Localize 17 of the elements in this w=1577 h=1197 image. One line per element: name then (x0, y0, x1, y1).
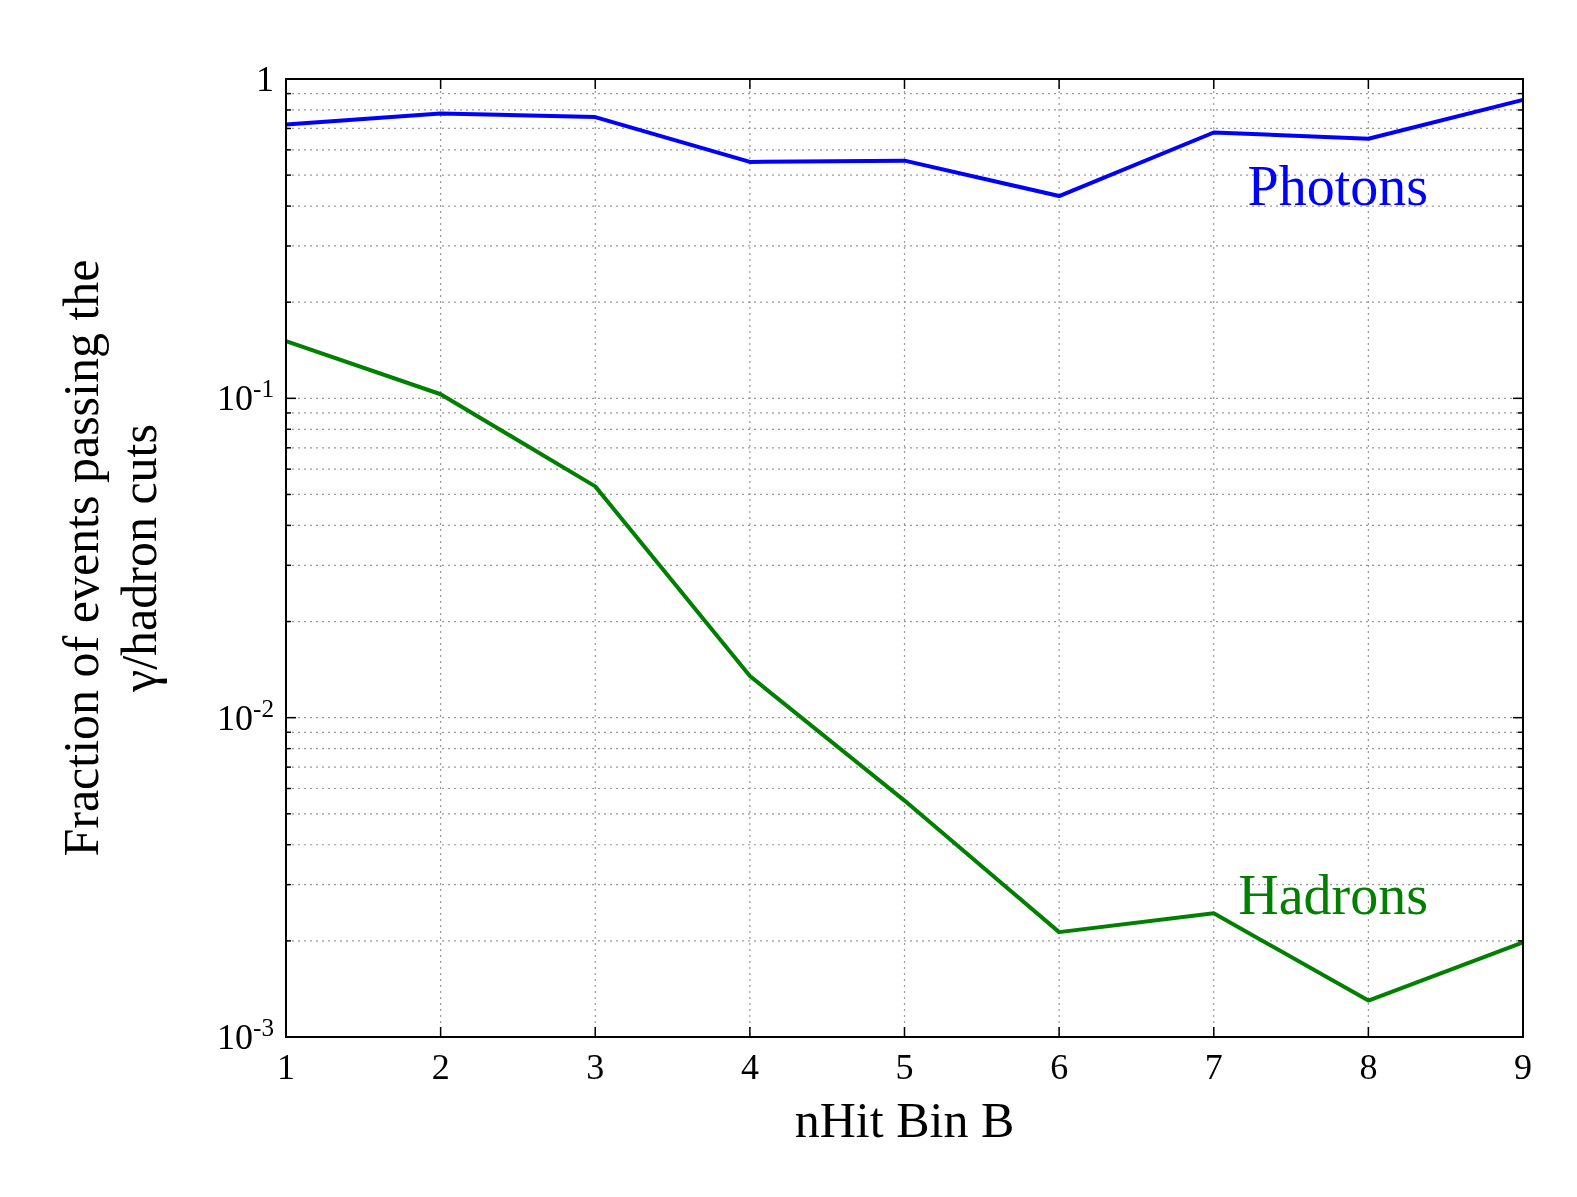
y-tick-label: 10$^{-1}$ (217, 374, 274, 419)
x-tick-label: 7 (1204, 1047, 1223, 1087)
x-tick-label: 2 (431, 1047, 450, 1087)
x-tick-label: 3 (586, 1047, 605, 1087)
x-tick-label: 9 (1514, 1047, 1532, 1087)
series-label: Hadrons (1238, 864, 1428, 927)
x-tick-label: 6 (1050, 1047, 1069, 1087)
line-series (284, 339, 1525, 1003)
x-tick-label: 4 (740, 1047, 759, 1087)
x-axis-title: nHit Bin B (794, 1092, 1015, 1148)
y-axis-title: Fraction of events passing the γ/hadron cuts (53, 259, 167, 857)
x-tick-label: 5 (895, 1047, 914, 1087)
series-label: Photons (1247, 154, 1428, 217)
x-tick-label: 8 (1359, 1047, 1378, 1087)
y-tick-label: 10$^{-3}$ (217, 1013, 274, 1057)
y-tick-label: 10$^{-2}$ (217, 694, 274, 738)
y-tick-label: 1 (256, 59, 274, 99)
